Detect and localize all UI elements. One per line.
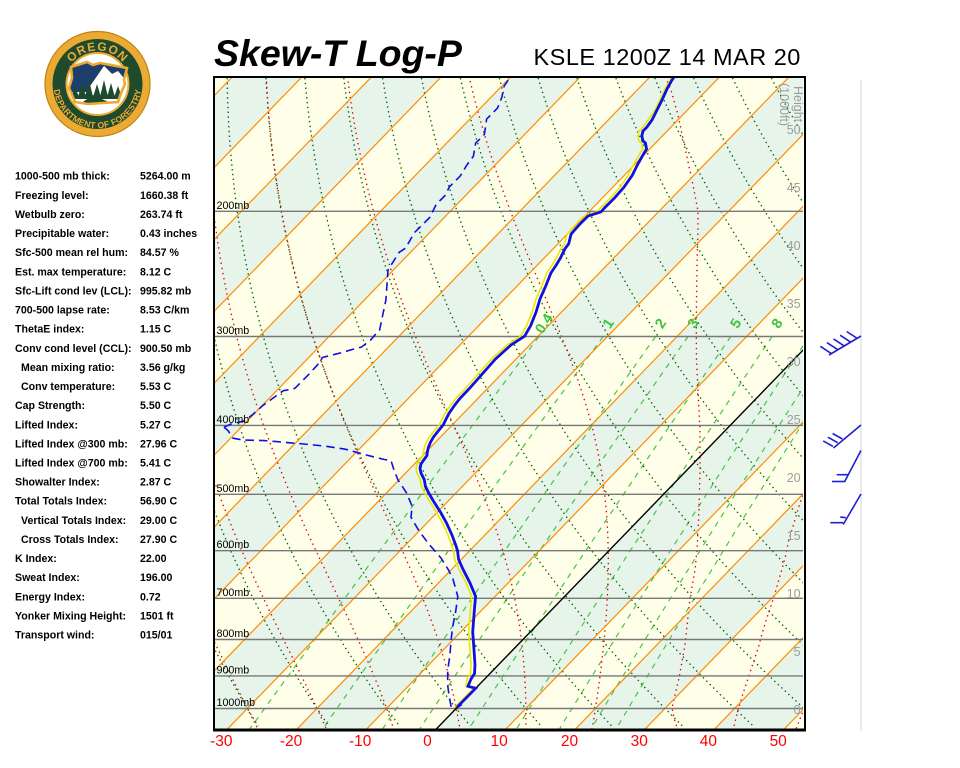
svg-text:40: 40: [787, 239, 801, 253]
svg-text:KSLE 1200Z 14 MAR 20: KSLE 1200Z 14 MAR 20: [534, 44, 801, 70]
svg-text:27.96 C: 27.96 C: [140, 438, 177, 450]
svg-text:8.12 C: 8.12 C: [140, 266, 172, 278]
svg-text:3.56 g/kg: 3.56 g/kg: [140, 362, 185, 374]
svg-text:1660.38 ft: 1660.38 ft: [140, 190, 189, 202]
svg-text:5.27 C: 5.27 C: [140, 419, 172, 431]
svg-text:0.72: 0.72: [140, 591, 161, 603]
svg-text:15: 15: [787, 529, 801, 543]
svg-text:300mb: 300mb: [217, 325, 250, 337]
svg-text:1000-500 mb thick:: 1000-500 mb thick:: [15, 171, 110, 183]
svg-text:Sfc-Lift cond lev (LCL):: Sfc-Lift cond lev (LCL):: [15, 285, 132, 297]
svg-text:1000mb: 1000mb: [217, 697, 256, 709]
svg-text:Energy Index:: Energy Index:: [15, 591, 85, 603]
svg-text:0.43 inches: 0.43 inches: [140, 228, 197, 240]
svg-text:25: 25: [787, 413, 801, 427]
svg-text:Transport wind:: Transport wind:: [15, 630, 94, 642]
svg-text:K Index:: K Index:: [15, 553, 57, 565]
svg-text:(1000ft): (1000ft): [777, 83, 791, 126]
svg-text:900.50 mb: 900.50 mb: [140, 343, 192, 355]
svg-text:-20: -20: [280, 733, 303, 750]
svg-text:263.74 ft: 263.74 ft: [140, 209, 183, 221]
svg-text:200mb: 200mb: [217, 200, 250, 212]
svg-text:0: 0: [423, 733, 432, 750]
svg-text:Yonker Mixing Height:: Yonker Mixing Height:: [15, 611, 126, 623]
svg-text:0: 0: [794, 703, 801, 717]
svg-text:700-500 lapse rate:: 700-500 lapse rate:: [15, 305, 110, 317]
svg-text:5.50 C: 5.50 C: [140, 400, 172, 412]
svg-text:ThetaE index:: ThetaE index:: [15, 324, 84, 336]
svg-text:Height: Height: [791, 86, 805, 123]
svg-text:015/01: 015/01: [140, 630, 173, 642]
svg-text:5.53 C: 5.53 C: [140, 381, 172, 393]
svg-text:Sfc-500 mean rel hum:: Sfc-500 mean rel hum:: [15, 247, 128, 259]
svg-text:600mb: 600mb: [217, 539, 250, 551]
svg-text:-10: -10: [349, 733, 372, 750]
svg-text:Conv temperature:: Conv temperature:: [21, 381, 115, 393]
svg-text:Showalter Index:: Showalter Index:: [15, 477, 100, 489]
svg-text:56.90 C: 56.90 C: [140, 496, 177, 508]
svg-text:Lifted Index @700 mb:: Lifted Index @700 mb:: [15, 458, 128, 470]
svg-text:5: 5: [794, 645, 801, 659]
svg-text:Lifted Index:: Lifted Index:: [15, 419, 78, 431]
svg-text:196.00: 196.00: [140, 572, 173, 584]
svg-text:29.00 C: 29.00 C: [140, 515, 177, 527]
svg-text:40: 40: [700, 733, 718, 750]
svg-text:20: 20: [561, 733, 579, 750]
svg-text:84.57 %: 84.57 %: [140, 247, 179, 259]
svg-text:Freezing level:: Freezing level:: [15, 190, 89, 202]
svg-text:Wetbulb zero:: Wetbulb zero:: [15, 209, 85, 221]
svg-text:Cross Totals Index:: Cross Totals Index:: [21, 534, 119, 546]
svg-text:Mean mixing ratio:: Mean mixing ratio:: [21, 362, 115, 374]
svg-text:Sweat Index:: Sweat Index:: [15, 572, 80, 584]
svg-text:800mb: 800mb: [217, 628, 250, 640]
svg-text:900mb: 900mb: [217, 664, 250, 676]
svg-text:-30: -30: [210, 733, 233, 750]
svg-text:27.90 C: 27.90 C: [140, 534, 177, 546]
svg-text:995.82 mb: 995.82 mb: [140, 285, 192, 297]
svg-text:50: 50: [787, 123, 801, 137]
svg-text:35: 35: [787, 297, 801, 311]
svg-text:30: 30: [787, 355, 801, 369]
svg-text:500mb: 500mb: [217, 483, 250, 495]
svg-text:700mb: 700mb: [217, 587, 250, 599]
svg-text:2.87 C: 2.87 C: [140, 477, 172, 489]
svg-text:Vertical Totals Index:: Vertical Totals Index:: [21, 515, 126, 527]
svg-text:30: 30: [631, 733, 649, 750]
svg-text:Lifted Index @300 mb:: Lifted Index @300 mb:: [15, 438, 128, 450]
svg-text:10: 10: [787, 587, 801, 601]
svg-text:1.15 C: 1.15 C: [140, 324, 172, 336]
svg-text:45: 45: [787, 181, 801, 195]
svg-text:Total Totals Index:: Total Totals Index:: [15, 496, 107, 508]
svg-text:Est. max temperature:: Est. max temperature:: [15, 266, 126, 278]
svg-text:5.41 C: 5.41 C: [140, 458, 172, 470]
svg-text:10: 10: [490, 733, 508, 750]
svg-text:1501 ft: 1501 ft: [140, 611, 174, 623]
svg-text:20: 20: [787, 471, 801, 485]
svg-text:Precipitable water:: Precipitable water:: [15, 228, 109, 240]
svg-text:400mb: 400mb: [217, 414, 250, 426]
svg-text:Skew-T Log-P: Skew-T Log-P: [214, 32, 463, 74]
svg-text:Cap Strength:: Cap Strength:: [15, 400, 85, 412]
svg-text:5264.00 m: 5264.00 m: [140, 171, 191, 183]
svg-text:22.00: 22.00: [140, 553, 167, 565]
svg-text:50: 50: [770, 733, 788, 750]
svg-text:8.53 C/km: 8.53 C/km: [140, 305, 189, 317]
svg-text:Conv cond level (CCL):: Conv cond level (CCL):: [15, 343, 132, 355]
